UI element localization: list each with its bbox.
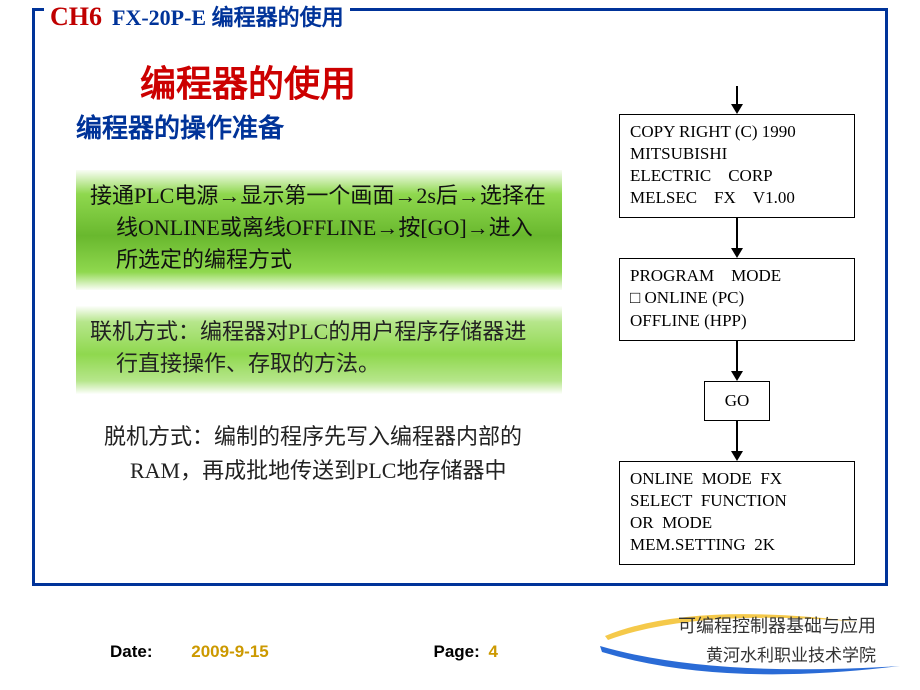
highlight-text-online: 联机方式：编程器对PLC的用户程序存储器进行直接操作、存取的方法。: [90, 316, 548, 380]
chapter-subtitle: FX-20P-E 编程器的使用: [112, 0, 344, 32]
slide-footer: Date: 2009-9-15 Page: 4: [110, 642, 498, 662]
section-heading: 编程器的操作准备: [76, 108, 284, 145]
flow-arrowhead-icon: [731, 104, 743, 114]
highlight-text-steps: 接通PLC电源→显示第一个画面→2s后→选择在线ONLINE或离线OFFLINE…: [90, 180, 548, 276]
footer-date-label: Date:: [110, 642, 153, 661]
plain-text-offline-content: 脱机方式：编制的程序先写入编程器内部的RAM，再成批地传送到PLC地存储器中: [76, 420, 578, 488]
highlight-box-online: 联机方式：编程器对PLC的用户程序存储器进行直接操作、存取的方法。: [76, 306, 562, 394]
logo-text-top: 可编程控制器基础与应用: [678, 612, 876, 638]
highlight-box-steps: 接通PLC电源→显示第一个画面→2s后→选择在线ONLINE或离线OFFLINE…: [76, 170, 562, 290]
footer-date-value: 2009-9-15: [191, 642, 269, 661]
plain-text-offline: 脱机方式：编制的程序先写入编程器内部的RAM，再成批地传送到PLC地存储器中: [76, 420, 578, 488]
flow-arrow-line: [736, 86, 738, 104]
chapter-number: CH6: [50, 2, 102, 32]
flow-arrowhead-icon: [731, 371, 743, 381]
flow-box-online-mode: ONLINE MODE FXSELECT FUNCTIONOR MODEMEM.…: [619, 461, 855, 565]
logo-text-bottom: 黄河水利职业技术学院: [706, 641, 876, 666]
flow-box-go: GO: [704, 381, 770, 421]
flow-arrowhead-icon: [731, 248, 743, 258]
flow-box-program-mode: PROGRAM MODE□ ONLINE (PC)OFFLINE (HPP): [619, 258, 855, 340]
flow-box-copyright: COPY RIGHT (C) 1990MITSUBISHIELECTRIC CO…: [619, 114, 855, 218]
flowchart: COPY RIGHT (C) 1990MITSUBISHIELECTRIC CO…: [608, 86, 866, 565]
flow-arrow-line: [736, 421, 738, 451]
slide-header: CH6 FX-20P-E 编程器的使用: [44, 0, 350, 32]
footer-page-value: 4: [489, 642, 498, 661]
flow-arrow-line: [736, 341, 738, 371]
flow-arrow-line: [736, 218, 738, 248]
flow-arrowhead-icon: [731, 451, 743, 461]
slide-title: 编程器的使用: [140, 55, 356, 107]
footer-page-label: Page:: [434, 642, 480, 661]
